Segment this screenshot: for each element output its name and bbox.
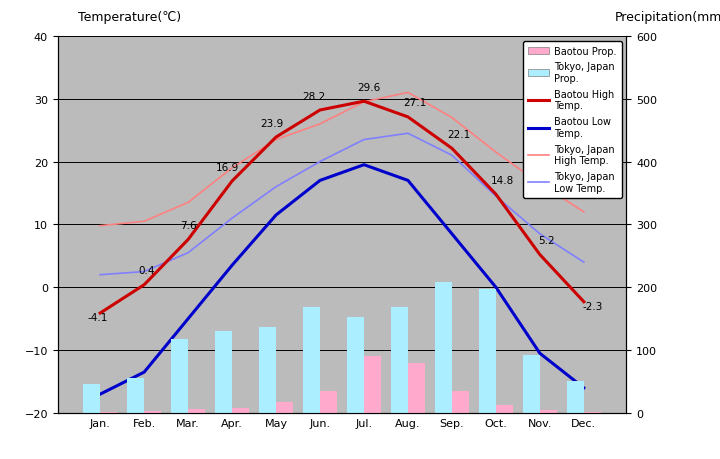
Bar [100,412,117,413]
Text: Temperature(℃): Temperature(℃) [78,11,181,24]
Text: 28.2: 28.2 [302,91,325,101]
Bar [232,408,249,413]
Text: 29.6: 29.6 [356,83,380,93]
Bar [496,406,513,413]
Bar [435,282,452,413]
Bar [584,412,600,413]
Text: 23.9: 23.9 [260,118,283,129]
Text: Precipitation(mm): Precipitation(mm) [615,11,720,24]
Text: -2.3: -2.3 [582,302,603,312]
Bar [144,411,161,413]
Bar [480,290,496,413]
Bar [171,340,188,413]
Text: -4.1: -4.1 [88,313,108,323]
Bar [408,363,425,413]
Text: 7.6: 7.6 [180,221,197,230]
Text: 22.1: 22.1 [447,129,470,140]
Text: 5.2: 5.2 [538,235,555,246]
Bar [452,391,469,413]
Bar [303,308,320,413]
Bar [188,409,204,413]
Legend: Baotou Prop., Tokyo, Japan
Prop., Baotou High
Temp., Baotou Low
Temp., Tokyo, Ja: Baotou Prop., Tokyo, Japan Prop., Baotou… [523,42,621,198]
Bar [347,317,364,413]
Bar [320,391,337,413]
Bar [540,411,557,413]
Text: 27.1: 27.1 [403,98,426,108]
Text: 14.8: 14.8 [491,175,514,185]
Bar [127,378,144,413]
Bar [523,355,540,413]
Bar [259,327,276,413]
Bar [391,308,408,413]
Bar [215,331,232,413]
Bar [567,381,584,413]
Text: 16.9: 16.9 [216,162,239,172]
Text: 0.4: 0.4 [138,266,155,276]
Bar [276,402,293,413]
Bar [364,357,381,413]
Bar [84,384,100,413]
